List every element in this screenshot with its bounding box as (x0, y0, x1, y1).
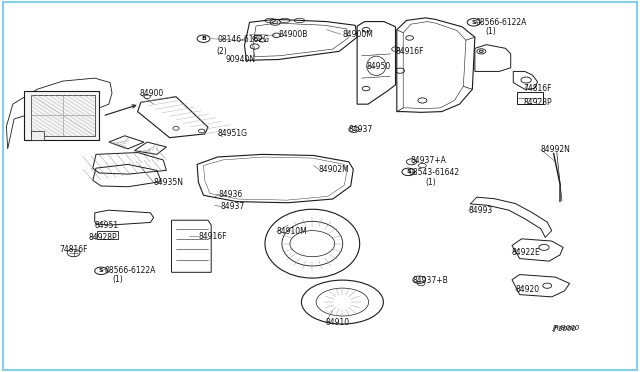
Text: 74816F: 74816F (524, 84, 552, 93)
Text: (1): (1) (425, 178, 436, 187)
Text: (1): (1) (485, 27, 496, 36)
Text: 84951: 84951 (95, 221, 119, 230)
Text: S: S (99, 268, 104, 273)
Text: 84937+B: 84937+B (413, 276, 449, 285)
Bar (517, 92, 543, 104)
Text: 84916F: 84916F (198, 232, 227, 241)
Text: 84920: 84920 (515, 285, 540, 294)
Text: B: B (201, 36, 206, 41)
Text: (2): (2) (216, 47, 227, 56)
Text: 74816F: 74816F (60, 246, 88, 254)
Text: 84902M: 84902M (319, 165, 349, 174)
Text: S: S (406, 169, 411, 174)
Text: 84910: 84910 (325, 318, 349, 327)
Text: 90940N: 90940N (226, 55, 256, 64)
Text: 84900B: 84900B (278, 30, 308, 39)
Text: 08146-6162G: 08146-6162G (218, 35, 269, 44)
Text: 84951G: 84951G (218, 129, 248, 138)
Text: 84916F: 84916F (396, 47, 424, 56)
Text: 84935N: 84935N (154, 178, 184, 187)
Text: 84910M: 84910M (276, 227, 307, 236)
Bar (97, 231, 118, 239)
Text: Jᵇ9000: Jᵇ9000 (554, 325, 577, 331)
Text: 84937: 84937 (349, 125, 373, 134)
Polygon shape (31, 131, 44, 140)
Polygon shape (24, 91, 99, 140)
Text: 08566-6122A: 08566-6122A (476, 18, 527, 27)
Text: S: S (472, 20, 477, 25)
Text: 84900: 84900 (140, 89, 164, 98)
Text: 84950: 84950 (367, 62, 391, 71)
Text: JR/9000: JR/9000 (552, 325, 579, 331)
Text: 84937+A: 84937+A (411, 156, 447, 165)
Text: 84936: 84936 (219, 190, 243, 199)
Text: 84937: 84937 (221, 202, 245, 211)
Text: 84993: 84993 (468, 206, 493, 215)
Text: 08543-61642: 08543-61642 (409, 169, 460, 177)
Text: (1): (1) (112, 275, 123, 284)
Text: 84900M: 84900M (342, 30, 373, 39)
Text: 84922E: 84922E (512, 248, 541, 257)
Text: 84928P: 84928P (88, 233, 117, 242)
Text: 84928P: 84928P (524, 98, 552, 107)
Text: 84992N: 84992N (541, 145, 571, 154)
Text: 08566-6122A: 08566-6122A (104, 266, 156, 275)
